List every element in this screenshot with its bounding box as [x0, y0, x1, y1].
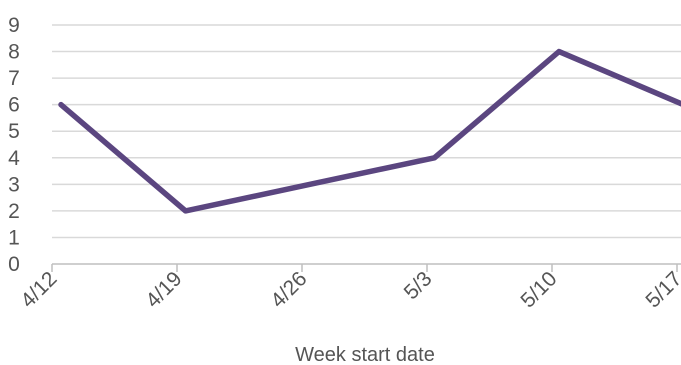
- x-tick-label: 4/12: [16, 267, 61, 312]
- y-tick-label: 5: [8, 120, 20, 143]
- y-tick-label: 6: [8, 94, 20, 117]
- y-tick-label: 8: [8, 41, 20, 64]
- y-tick-label: 2: [8, 200, 20, 223]
- x-tick-label: 5/10: [516, 267, 561, 312]
- y-tick-label: 0: [8, 253, 20, 276]
- y-tick-label: 1: [8, 226, 20, 249]
- x-tick-label: 5/3: [400, 267, 437, 304]
- y-tick-label: 7: [8, 67, 20, 90]
- series-lines: [58, 48, 681, 214]
- series-line: [58, 48, 681, 214]
- x-axis-label: Week start date: [295, 344, 435, 365]
- x-tick-label: 4/19: [141, 267, 186, 312]
- y-tick-label: 4: [8, 147, 20, 170]
- gridlines: [52, 24, 681, 239]
- x-tick-label: 4/26: [266, 267, 311, 312]
- x-tick-label: 5/17: [641, 267, 681, 312]
- y-tick-label: 3: [8, 173, 20, 196]
- y-axis-ticks: 0 1 2 3 4 5 6 7 8 9: [8, 14, 20, 276]
- x-axis: 4/12 4/19 4/26 5/3 5/10 5/17: [16, 263, 681, 312]
- y-tick-label: 9: [8, 14, 20, 37]
